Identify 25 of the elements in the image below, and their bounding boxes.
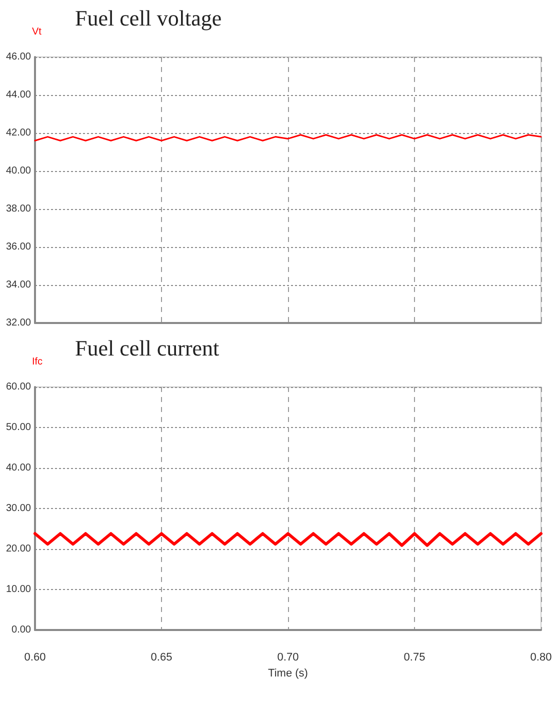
x-tick-label: 0.80 [530,652,552,664]
x-tick-label: 0.70 [277,652,299,664]
y-tick-label: 10.00 [6,584,32,595]
y-tick-label: 44.00 [6,90,32,100]
chart-title: Fuel cell current [75,336,220,360]
y-tick-label: 40.00 [6,166,32,176]
x-tick-label: 0.60 [24,652,46,664]
y-tick-label: 0.00 [12,624,32,636]
y-tick-label: 36.00 [6,242,32,252]
text: Ifc [32,356,43,368]
chart-title: Fuel cell voltage [75,6,222,30]
x-axis-title: Time (s) [268,667,308,680]
y-tick-label: 50.00 [6,422,32,433]
y-tick-label: 46.00 [6,52,32,62]
text: Vt [32,26,42,38]
y-tick-label: 30.00 [6,503,32,514]
y-tick-label: 40.00 [6,462,32,474]
y-tick-label: 42.00 [6,128,32,138]
y-tick-label: 60.00 [6,382,32,392]
y-tick-label: 34.00 [6,280,32,290]
y-tick-label: 20.00 [6,544,32,554]
y-tick-label: 38.00 [6,204,32,214]
x-tick-label: 0.65 [150,652,172,664]
x-tick-label: 0.75 [404,652,426,664]
y-tick-label: 32.00 [6,318,32,328]
